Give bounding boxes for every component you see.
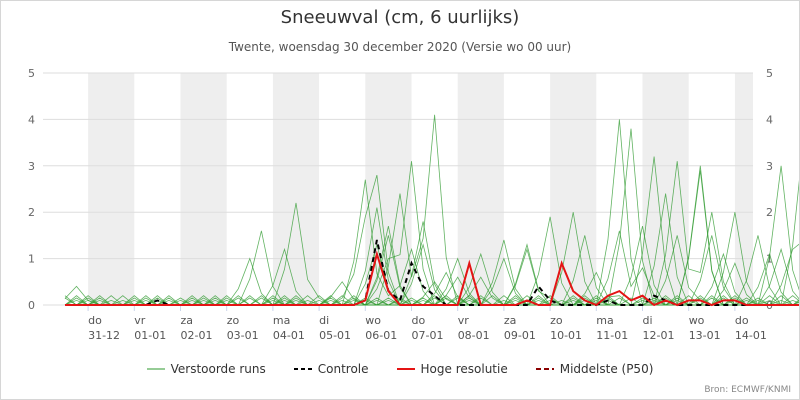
x-tick-date: 04-01	[273, 329, 305, 342]
legend-item-high-res[interactable]: Hoge resolutie	[396, 362, 508, 376]
x-tick-date: 11-01	[596, 329, 628, 342]
ensemble-line	[65, 165, 799, 306]
x-tick-date: 02-01	[181, 329, 213, 342]
day-band	[457, 73, 504, 305]
x-tick-day: vr	[134, 314, 146, 327]
x-tick-day: do	[735, 314, 749, 327]
y-tick-label-right: 4	[766, 113, 773, 126]
ensemble-line	[65, 161, 799, 306]
x-tick-day: do	[412, 314, 426, 327]
ensemble-line	[65, 216, 799, 306]
ensemble-line	[65, 156, 799, 307]
main-series-group	[65, 239, 799, 307]
ensemble-line	[64, 295, 799, 306]
legend-item-control[interactable]: Controle	[293, 362, 369, 376]
x-tick-date: 08-01	[458, 329, 490, 342]
legend-label-control: Controle	[317, 362, 369, 376]
y-tick-label-left: 5	[28, 67, 35, 80]
x-tick-day: za	[181, 314, 194, 327]
y-tick-label-left: 2	[28, 206, 35, 219]
x-tick-date: 06-01	[365, 329, 397, 342]
x-tick-date: 31-12	[88, 329, 120, 342]
ensemble-line	[65, 295, 799, 306]
y-tick-label-left: 1	[28, 253, 35, 266]
x-tick-date: 09-01	[504, 329, 536, 342]
ensemble-line	[65, 179, 799, 306]
chart-subtitle: Twente, woensdag 30 december 2020 (Versi…	[228, 40, 572, 54]
day-band	[734, 73, 753, 305]
x-tick-date: 14-01	[735, 329, 767, 342]
legend-label-ensemble: Verstoorde runs	[170, 362, 266, 376]
x-axis: do 31-12 vr 01-01 za 02-01 zo 03-01 ma 04-01 di 05-…	[87, 305, 767, 342]
x-tick-day: wo	[689, 314, 705, 327]
day-band	[88, 73, 135, 305]
source-credit: Bron: ECMWF/KNMI	[704, 385, 791, 395]
ensemble-series-group	[64, 114, 799, 307]
x-tick-day: ma	[596, 314, 613, 327]
y-tick-label-left: 3	[28, 160, 35, 173]
day-band	[550, 73, 597, 305]
legend-swatch-ensemble	[146, 368, 165, 370]
ensemble-line	[65, 114, 799, 306]
legend-swatch-median	[535, 368, 554, 370]
legend: Verstoorde runs Controle Hoge resolutie …	[1, 362, 799, 376]
y-tick-label-right: 1	[766, 253, 773, 266]
y-tick-label-right: 3	[766, 160, 773, 173]
ensemble-line	[65, 295, 799, 306]
control-line	[65, 239, 799, 306]
legend-label-median: Middelste (P50)	[559, 362, 654, 376]
ensemble-line	[65, 252, 799, 306]
x-tick-day: za	[504, 314, 517, 327]
x-tick-date: 01-01	[134, 329, 166, 342]
x-tick-day: di	[319, 314, 329, 327]
x-tick-day: zo	[550, 314, 563, 327]
y-tick-label-left: 0	[28, 299, 35, 312]
x-tick-day: zo	[227, 314, 240, 327]
day-band	[180, 73, 227, 305]
legend-swatch-control	[293, 368, 312, 370]
legend-item-ensemble[interactable]: Verstoorde runs	[146, 362, 266, 376]
y-tick-label-right: 2	[766, 206, 773, 219]
x-tick-date: 05-01	[319, 329, 351, 342]
ensemble-line	[64, 161, 799, 306]
x-tick-day: vr	[458, 314, 470, 327]
legend-label-high-res: Hoge resolutie	[420, 362, 508, 376]
x-tick-date: 10-01	[550, 329, 582, 342]
x-tick-day: wo	[365, 314, 381, 327]
x-tick-date: 13-01	[689, 329, 721, 342]
y-tick-label-right: 5	[766, 67, 773, 80]
y-axis-left: 0 1 2 3 4 5	[28, 67, 35, 312]
y-tick-label-left: 4	[28, 113, 35, 126]
x-tick-date: 03-01	[227, 329, 259, 342]
x-tick-day: di	[643, 314, 653, 327]
high-res-line	[65, 250, 799, 307]
chart-title: Sneeuwval (cm, 6 uurlijks)	[280, 7, 520, 28]
legend-swatch-high-res	[396, 368, 415, 370]
x-tick-day: do	[88, 314, 102, 327]
day-band	[642, 73, 689, 305]
x-tick-date: 12-01	[643, 329, 675, 342]
day-band	[272, 73, 320, 305]
legend-item-median[interactable]: Middelste (P50)	[535, 362, 654, 376]
x-tick-date: 07-01	[412, 329, 444, 342]
x-tick-day: ma	[273, 314, 290, 327]
